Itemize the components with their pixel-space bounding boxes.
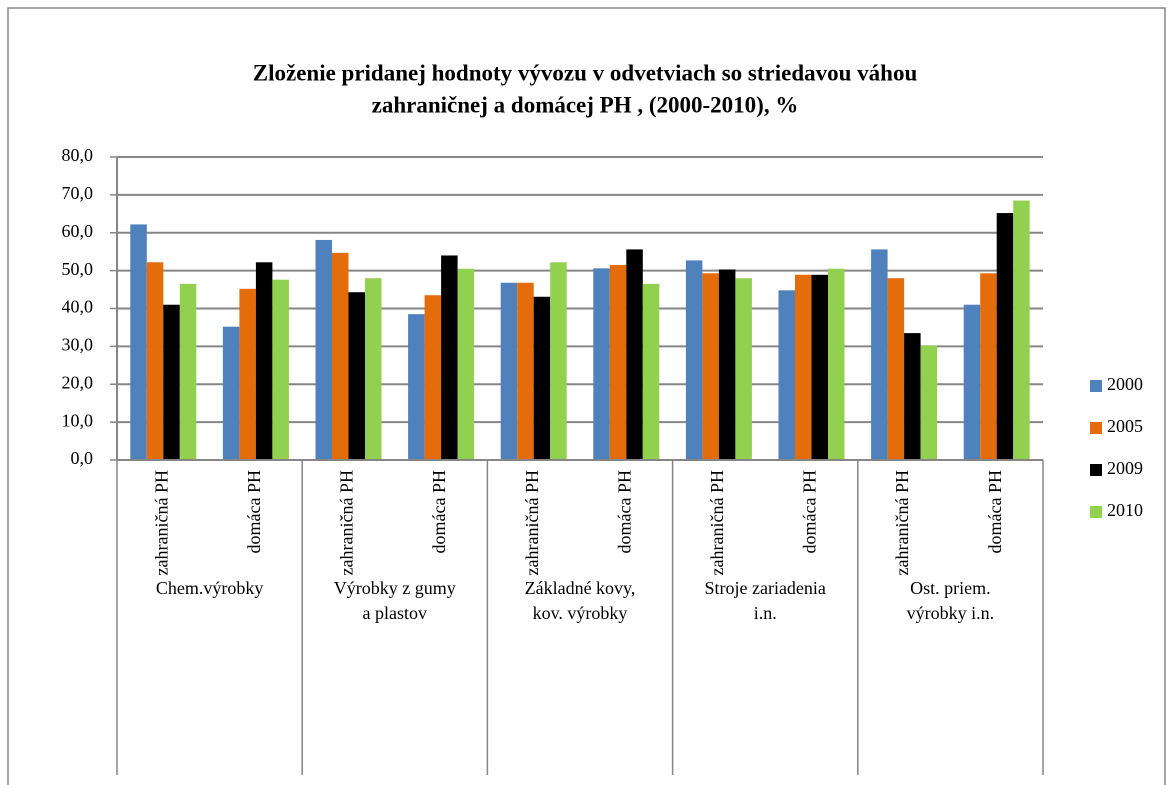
y-tick-label: 60,0 (62, 221, 94, 241)
legend-label: 2000 (1107, 374, 1143, 394)
x-tick-label: zahraničná PH (151, 470, 171, 575)
bar (718, 269, 736, 460)
bar (963, 304, 981, 460)
group-label: výrobky i.n. (907, 603, 995, 623)
x-tick-label: domáca PH (614, 470, 634, 553)
bar (163, 304, 180, 460)
x-tick-label: zahraničná PH (522, 470, 542, 575)
chart-title: zahraničnej a domácej PH , (2000-2010), … (372, 92, 799, 117)
bar (1013, 200, 1030, 460)
bar (255, 262, 273, 460)
bar (626, 249, 643, 460)
bar (348, 292, 365, 460)
bar (533, 296, 551, 460)
bar (130, 224, 147, 460)
bar (642, 283, 660, 460)
group-label: Chem.výrobky (156, 578, 264, 598)
x-tick-label: zahraničná PH (707, 470, 727, 575)
bar (904, 333, 921, 460)
legend-swatch (1090, 464, 1102, 476)
bar (593, 268, 610, 460)
legend-label: 2009 (1107, 458, 1143, 478)
bar (179, 283, 197, 460)
bar (272, 279, 289, 460)
bar (980, 273, 997, 460)
bar (811, 274, 828, 460)
y-tick-label: 40,0 (62, 297, 94, 317)
bar (609, 264, 627, 460)
bar (146, 262, 164, 460)
bar (887, 278, 905, 460)
x-tick-label: domáca PH (244, 470, 264, 553)
legend-swatch (1090, 380, 1102, 392)
bar (315, 239, 332, 460)
y-tick-label: 0,0 (71, 448, 94, 468)
bar (871, 249, 888, 460)
group-label: kov. výrobky (533, 603, 628, 623)
x-tick-label: domáca PH (429, 470, 449, 553)
group-label: Stroje zariadenia (704, 578, 825, 598)
bar (795, 274, 812, 460)
bar (517, 282, 534, 460)
x-tick-label: domáca PH (800, 470, 820, 553)
group-label: Výrobky z gumy (334, 578, 456, 598)
group-label: i.n. (754, 603, 777, 623)
bar (222, 326, 240, 460)
y-tick-label: 80,0 (62, 145, 94, 165)
x-tick-label: domáca PH (985, 470, 1005, 553)
legend-swatch (1090, 506, 1102, 518)
bar (920, 345, 938, 460)
y-tick-label: 20,0 (62, 372, 94, 392)
group-label: a plastov (363, 603, 428, 623)
bar (735, 278, 752, 460)
y-tick-label: 30,0 (62, 335, 94, 355)
bar (702, 273, 719, 460)
legend-label: 2010 (1107, 500, 1143, 520)
y-tick-label: 50,0 (62, 259, 94, 279)
bar (239, 288, 256, 460)
bar (500, 282, 518, 460)
bar (365, 278, 382, 460)
bar (441, 255, 458, 460)
bar (408, 314, 425, 460)
bar (685, 260, 703, 460)
group-label: Ost. priem. (910, 578, 991, 598)
bar (424, 295, 442, 460)
x-tick-label: zahraničná PH (337, 470, 357, 575)
group-label: Základné kovy, (525, 578, 636, 598)
x-tick-label: zahraničná PH (892, 470, 912, 575)
bar (550, 262, 567, 460)
bar (457, 268, 475, 460)
legend-label: 2005 (1107, 416, 1143, 436)
y-tick-label: 70,0 (62, 183, 94, 203)
y-tick-label: 10,0 (62, 410, 94, 430)
bar (332, 252, 349, 460)
bar (996, 213, 1014, 460)
bar (778, 290, 795, 460)
chart-title: Zloženie pridanej hodnoty vývozu v odvet… (253, 60, 918, 85)
legend-swatch (1090, 422, 1102, 434)
bar (828, 268, 845, 460)
